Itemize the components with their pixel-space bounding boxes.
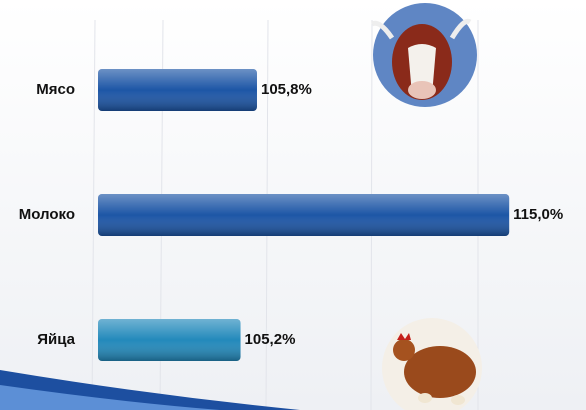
bar-shade — [98, 194, 509, 236]
bar-shade — [98, 319, 241, 361]
value-label: 105,8% — [261, 81, 312, 98]
bar-shade — [98, 69, 257, 111]
chart: Мясо 105,8% Молоко 115,0% Яйца 105,2% — [0, 0, 586, 410]
category-label: Молоко — [19, 206, 75, 223]
category-label: Мясо — [36, 81, 75, 98]
value-label: 105,2% — [245, 331, 296, 348]
category-label: Яйца — [37, 331, 75, 348]
value-label: 115,0% — [513, 206, 563, 223]
page: {"chart_data": {"type": "bar", "orientat… — [0, 0, 586, 410]
